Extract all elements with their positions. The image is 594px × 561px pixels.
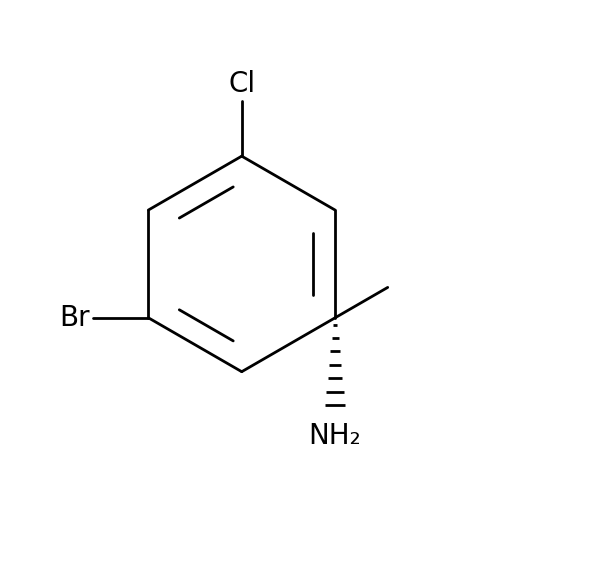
Text: NH₂: NH₂ [309, 422, 361, 450]
Text: Br: Br [60, 304, 90, 332]
Text: Cl: Cl [228, 70, 255, 98]
